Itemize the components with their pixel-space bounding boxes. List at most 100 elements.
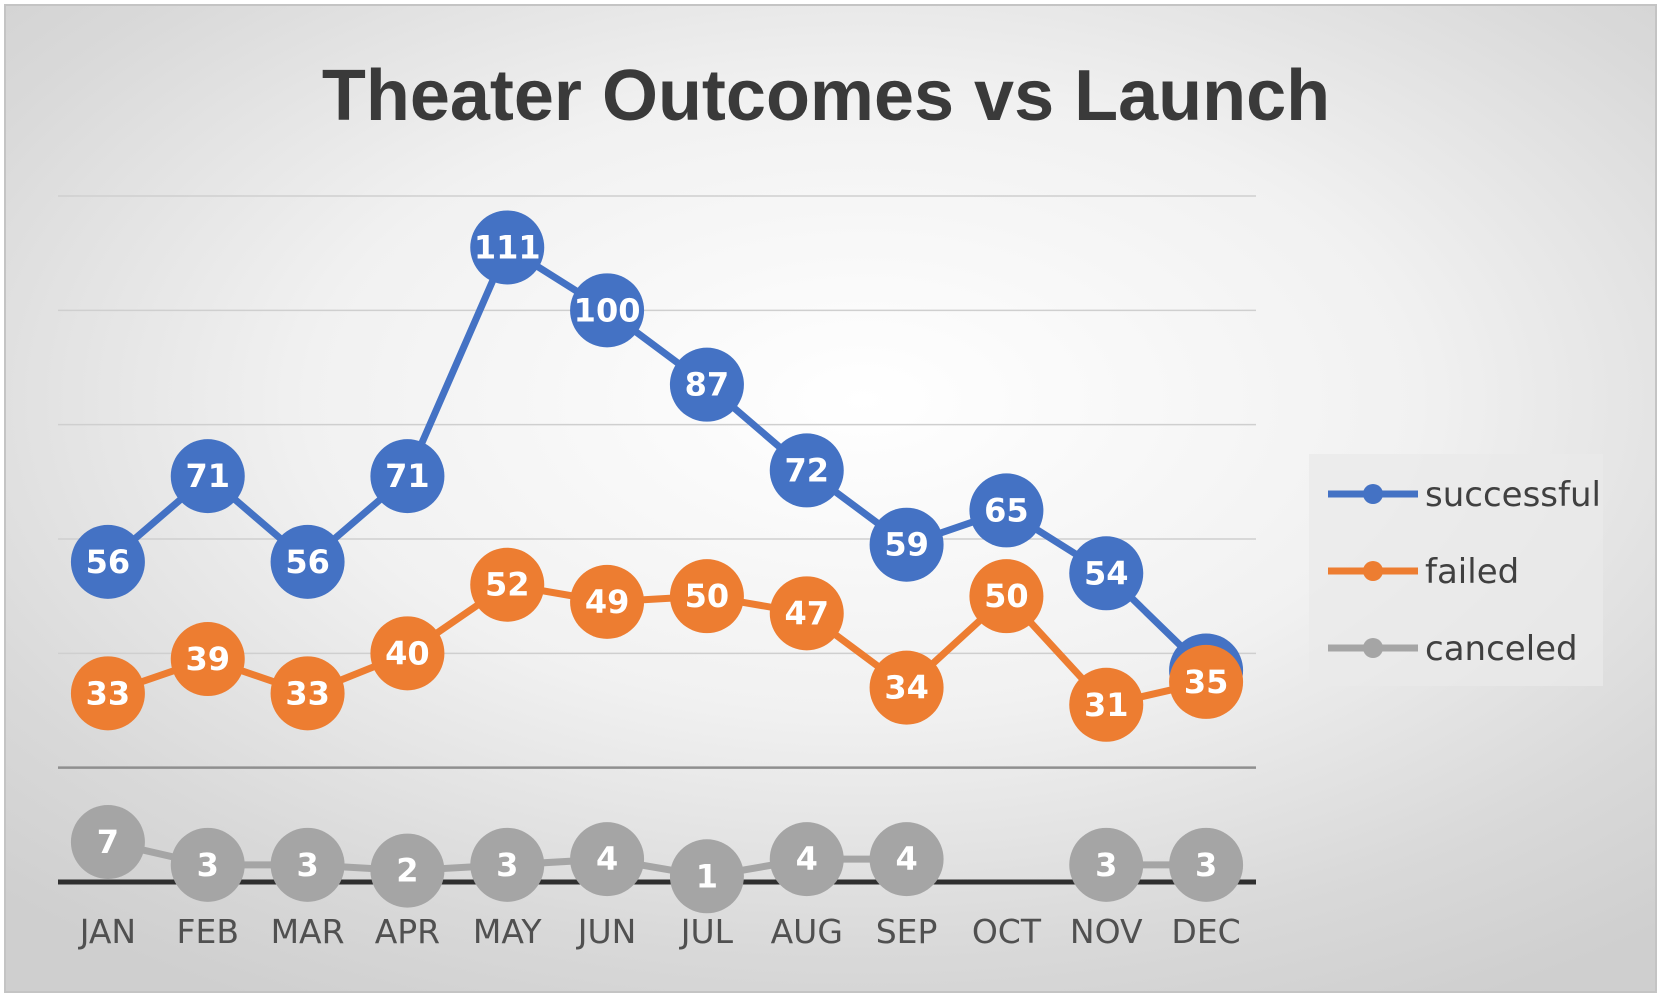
legend: successful failed canceled: [1309, 454, 1603, 686]
data-point: [170, 827, 245, 902]
data-label: 47: [784, 594, 829, 632]
data-point: [1069, 667, 1144, 742]
data-point: [370, 616, 445, 691]
x-tick-label: MAY: [473, 912, 542, 951]
legend-label: successful: [1425, 475, 1601, 515]
data-label: 52: [485, 566, 530, 604]
data-label: 4: [796, 840, 818, 878]
data-point: [869, 822, 944, 897]
series-canceled: 7 3 3 2 3 4 1 4 4 3 3: [70, 804, 1244, 914]
data-point: [270, 524, 345, 599]
x-tick-label: JAN: [78, 912, 136, 951]
data-point: [70, 804, 145, 879]
data-label: 33: [285, 674, 330, 712]
data-label: 33: [86, 674, 131, 712]
data-point: [270, 656, 345, 731]
data-label: 71: [185, 457, 230, 495]
data-label: 7: [97, 823, 119, 861]
legend-marker: [1363, 484, 1383, 504]
legend-item: canceled: [1328, 629, 1578, 669]
x-axis: JAN FEB MAR APR MAY JUN JUL AUG SEP OCT NOV DEC: [58, 879, 1256, 951]
data-point: [1069, 827, 1144, 902]
data-label: 4: [596, 840, 618, 878]
data-point: [370, 439, 445, 514]
x-tick-label: JUL: [679, 912, 734, 951]
data-label: 56: [86, 543, 131, 581]
data-point: [969, 559, 1044, 634]
data-label: 3: [296, 846, 318, 884]
data-point: [1169, 827, 1244, 902]
legend-label: canceled: [1425, 629, 1578, 669]
data-point: [470, 547, 545, 622]
legend-item: failed: [1328, 552, 1519, 592]
data-point: [470, 210, 545, 285]
x-tick-label: SEP: [876, 912, 938, 951]
legend-item: successful: [1328, 475, 1601, 515]
x-tick-label: AUG: [771, 912, 843, 951]
legend-marker: [1363, 561, 1383, 581]
data-label: 87: [685, 366, 730, 404]
series-failed: 33 39 33 40 52 49 50 47 34 50 31 35: [70, 547, 1244, 742]
line-chart: Theater Outcomes vs Launch JAN FEB MAR APR M…: [58, 56, 1603, 951]
x-tick-label: JUN: [576, 912, 637, 951]
x-tick-label: APR: [375, 912, 440, 951]
data-point: [470, 827, 545, 902]
data-label: 54: [1084, 554, 1129, 592]
data-label: 50: [685, 577, 730, 615]
data-label: 3: [197, 846, 219, 884]
x-tick-label: MAR: [271, 912, 345, 951]
data-label: 39: [185, 640, 230, 678]
data-point: [70, 524, 145, 599]
data-label: 4: [895, 840, 917, 878]
data-point: [1069, 536, 1144, 611]
data-label: 3: [1095, 846, 1117, 884]
data-point: [669, 347, 744, 422]
data-label: 49: [585, 583, 630, 621]
x-tick-label: FEB: [177, 912, 239, 951]
x-tick-label: NOV: [1070, 912, 1143, 951]
gridlines: [58, 195, 1256, 769]
data-point: [570, 564, 645, 639]
data-label: 59: [884, 526, 929, 564]
data-point: [869, 650, 944, 725]
data-label: 65: [984, 491, 1029, 529]
data-point: [769, 822, 844, 897]
data-point: [170, 439, 245, 514]
series-successful: 56715671111100877259655437: [70, 210, 1244, 708]
data-label: 35: [1184, 663, 1229, 701]
data-point: [669, 839, 744, 914]
chart-title: Theater Outcomes vs Launch: [322, 56, 1330, 136]
data-point: [969, 473, 1044, 548]
data-label: 1: [696, 857, 718, 895]
legend-marker: [1363, 638, 1383, 658]
series-line: [403, 243, 511, 480]
data-point: [869, 507, 944, 582]
data-point: [1169, 644, 1244, 719]
series-layer: 5671567111110087725965543733393340524950…: [70, 210, 1244, 914]
data-label: 100: [574, 291, 641, 329]
data-point: [669, 559, 744, 634]
data-point: [170, 622, 245, 697]
data-label: 40: [385, 634, 430, 672]
data-label: 3: [496, 846, 518, 884]
data-label: 111: [474, 228, 541, 266]
data-label: 72: [784, 451, 829, 489]
x-tick-label: DEC: [1171, 912, 1240, 951]
data-point: [570, 273, 645, 348]
data-point: [70, 656, 145, 731]
data-label: 71: [385, 457, 430, 495]
data-label: 50: [984, 577, 1029, 615]
data-label: 56: [285, 543, 330, 581]
chart-frame: Theater Outcomes vs Launch JAN FEB MAR APR M…: [4, 4, 1657, 993]
data-point: [769, 576, 844, 651]
data-point: [570, 822, 645, 897]
data-label: 34: [884, 669, 929, 707]
data-point: [270, 827, 345, 902]
x-tick-label: OCT: [972, 912, 1042, 951]
data-point: [370, 833, 445, 908]
data-label: 31: [1084, 686, 1129, 724]
data-label: 2: [396, 852, 418, 890]
data-point: [769, 433, 844, 508]
data-label: 3: [1195, 846, 1217, 884]
legend-label: failed: [1425, 552, 1519, 592]
